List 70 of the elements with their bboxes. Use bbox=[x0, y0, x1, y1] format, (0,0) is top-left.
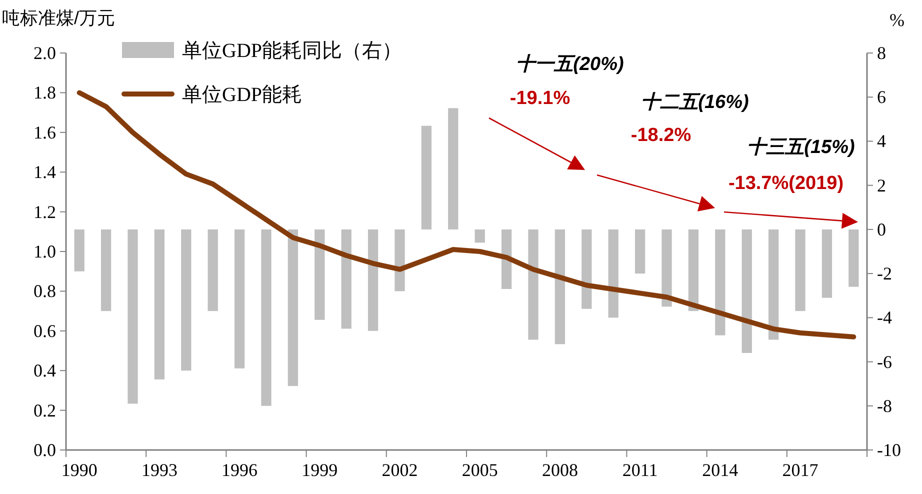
x-tick-label: 1999 bbox=[302, 460, 338, 480]
annotation: 十二五(16%) bbox=[641, 91, 749, 113]
bar bbox=[608, 229, 618, 318]
bar bbox=[234, 229, 245, 368]
bar bbox=[341, 229, 352, 329]
y2-tick-label: 6 bbox=[877, 87, 886, 108]
y-tick-label: 0.8 bbox=[34, 281, 56, 302]
bar bbox=[688, 229, 699, 312]
y2-tick-label: -10 bbox=[877, 440, 901, 460]
bar bbox=[208, 229, 218, 312]
x-tick-label: 2011 bbox=[622, 460, 658, 480]
bar bbox=[74, 229, 84, 272]
bar bbox=[128, 229, 138, 404]
x-tick-label: 2017 bbox=[782, 460, 818, 480]
y-tick-label: 1.2 bbox=[34, 202, 56, 222]
y2-tick-label: 0 bbox=[877, 219, 886, 240]
y-tick-label: 1.4 bbox=[34, 162, 56, 182]
bar bbox=[634, 229, 646, 274]
y-tick-label: 1.0 bbox=[34, 242, 56, 262]
bar bbox=[368, 229, 378, 331]
bar bbox=[822, 229, 832, 298]
bar bbox=[582, 229, 592, 309]
bar bbox=[100, 229, 112, 312]
legend-label: 单位GDP能耗同比（右） bbox=[182, 40, 402, 62]
bar bbox=[742, 229, 752, 353]
bar bbox=[501, 229, 512, 289]
bar bbox=[394, 229, 405, 292]
y2-tick-label: -8 bbox=[877, 396, 892, 416]
x-tick-label: 2008 bbox=[542, 460, 578, 480]
bar bbox=[261, 229, 272, 406]
annotation: -19.1% bbox=[510, 88, 570, 109]
bar bbox=[554, 229, 566, 344]
y2-tick-label: 2 bbox=[877, 175, 886, 196]
annotation: -18.2% bbox=[630, 125, 692, 146]
y-tick-label: 2.0 bbox=[34, 43, 56, 63]
bar bbox=[288, 229, 298, 386]
x-tick-label: 1990 bbox=[61, 460, 98, 480]
x-tick-label: 2002 bbox=[382, 460, 418, 480]
bar bbox=[448, 108, 458, 230]
bar bbox=[474, 229, 485, 243]
y-tick-label: 0.0 bbox=[34, 440, 56, 460]
x-tick-label: 2014 bbox=[702, 460, 738, 480]
x-tick-label: 1996 bbox=[222, 460, 258, 480]
annotation: 十一五(20%) bbox=[516, 53, 624, 75]
bar bbox=[528, 229, 538, 340]
bar bbox=[662, 229, 672, 307]
y-tick-label: 0.2 bbox=[34, 400, 56, 420]
x-tick-label: 2005 bbox=[462, 460, 498, 480]
y2-tick-label: 4 bbox=[877, 131, 886, 152]
annotation: 十三五(15%) bbox=[747, 136, 855, 158]
y2-axis-title: % bbox=[890, 10, 904, 30]
annotation: -13.7%(2019) bbox=[728, 173, 844, 194]
bar bbox=[421, 126, 432, 230]
bar bbox=[314, 229, 325, 320]
y2-tick-label: -2 bbox=[877, 264, 892, 284]
y2-tick-label: 8 bbox=[877, 43, 886, 63]
bar bbox=[181, 229, 192, 371]
bar bbox=[795, 229, 806, 312]
y-axis-title: 吨标准煤/万元 bbox=[2, 8, 116, 28]
y2-tick-label: -4 bbox=[877, 308, 892, 328]
y-tick-label: 1.8 bbox=[34, 82, 56, 103]
legend-label: 单位GDP能耗 bbox=[182, 84, 302, 106]
bar bbox=[715, 229, 726, 336]
y2-tick-label: -6 bbox=[877, 352, 892, 372]
x-tick-label: 1993 bbox=[141, 460, 178, 480]
y-tick-label: 0.6 bbox=[34, 320, 56, 341]
y-tick-label: 1.6 bbox=[34, 122, 56, 142]
bar bbox=[154, 229, 165, 380]
y-tick-label: 0.4 bbox=[34, 360, 56, 381]
bar bbox=[768, 229, 779, 340]
